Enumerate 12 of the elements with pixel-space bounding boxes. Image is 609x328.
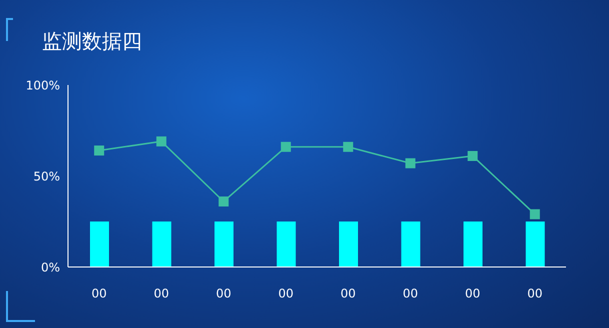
x-tick-label: 00 bbox=[340, 286, 356, 301]
x-tick-label: 00 bbox=[154, 286, 170, 301]
x-tick-label: 00 bbox=[216, 286, 232, 301]
x-tick-label: 00 bbox=[464, 286, 480, 301]
x-tick-label: 00 bbox=[402, 286, 418, 301]
y-tick-label: 50% bbox=[33, 169, 60, 184]
chart-title: 监测数据四 bbox=[42, 28, 142, 55]
x-tick-label: 00 bbox=[278, 286, 294, 301]
x-tick-label: 00 bbox=[527, 286, 543, 301]
y-tick-label: 100% bbox=[26, 78, 60, 92]
x-tick-label: 00 bbox=[91, 286, 107, 301]
y-tick-label: 0% bbox=[40, 260, 60, 274]
